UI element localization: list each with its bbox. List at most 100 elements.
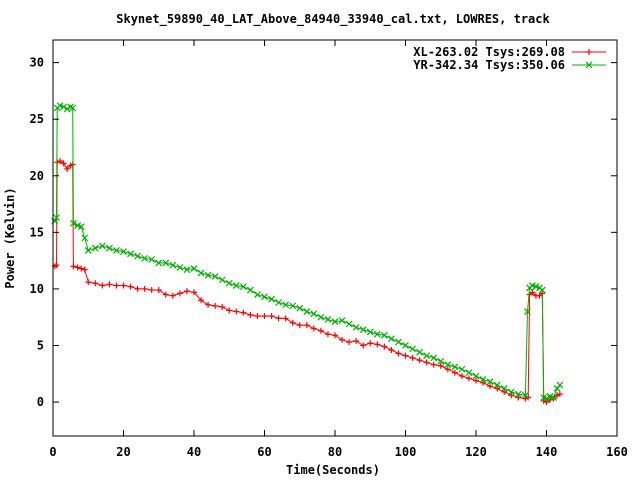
data-point	[430, 361, 437, 368]
data-point	[310, 325, 317, 332]
data-point	[141, 285, 148, 292]
x-tick-label: 80	[328, 445, 342, 459]
data-point	[317, 313, 325, 321]
data-point	[289, 319, 296, 326]
data-point	[268, 313, 275, 320]
data-point	[92, 280, 99, 287]
data-point	[127, 283, 134, 290]
chart-title: Skynet_59890_40_LAT_Above_84940_33940_ca…	[116, 12, 550, 27]
data-point	[437, 362, 444, 369]
data-point	[494, 385, 501, 392]
legend-label: XL-263.02 Tsys:269.08	[413, 45, 565, 59]
data-point	[261, 293, 268, 301]
data-point	[63, 105, 71, 113]
data-point	[197, 269, 205, 277]
data-point	[183, 288, 190, 295]
data-point	[53, 262, 60, 269]
series-1	[51, 158, 563, 406]
data-point	[218, 276, 226, 284]
data-point	[191, 289, 197, 296]
data-point	[183, 266, 191, 274]
y-axis-label: Power (Kelvin)	[3, 187, 17, 288]
data-point	[409, 345, 416, 353]
data-point	[373, 330, 381, 338]
data-point	[473, 377, 479, 384]
data-point	[91, 244, 99, 252]
data-point	[522, 395, 529, 402]
data-point	[141, 254, 149, 262]
x-tick-label: 140	[536, 445, 558, 459]
data-point	[85, 279, 92, 286]
data-point	[211, 273, 219, 280]
data-point	[176, 290, 183, 297]
data-point	[169, 261, 177, 269]
data-point	[543, 395, 550, 403]
data-point	[451, 363, 459, 371]
data-point	[155, 259, 163, 267]
data-point	[240, 309, 247, 316]
data-point	[515, 394, 522, 401]
x-tick-label: 40	[187, 445, 201, 459]
y-tick-label: 5	[37, 338, 44, 352]
data-point	[338, 317, 346, 325]
data-point	[162, 291, 169, 298]
x-tick-label: 60	[257, 445, 271, 459]
data-point	[205, 301, 212, 308]
x-tick-label: 100	[395, 445, 417, 459]
data-point	[113, 282, 120, 289]
data-point	[247, 311, 254, 318]
data-point	[74, 264, 81, 271]
y-tick-label: 25	[30, 112, 44, 126]
data-point	[84, 247, 92, 254]
x-tick-label: 160	[606, 445, 628, 459]
data-point	[254, 291, 261, 298]
data-point	[458, 373, 465, 380]
data-point	[226, 307, 233, 314]
data-point	[346, 339, 353, 346]
data-point	[538, 286, 546, 294]
data-point	[127, 250, 134, 258]
data-point	[500, 385, 508, 392]
data-point	[556, 391, 563, 398]
data-point	[212, 302, 219, 309]
data-point	[296, 304, 304, 312]
data-point	[353, 337, 360, 344]
data-point	[275, 315, 282, 322]
data-point	[388, 347, 395, 354]
data-point	[98, 242, 106, 250]
y-tick-label: 0	[37, 395, 44, 409]
data-point	[524, 308, 531, 315]
x-tick-label: 0	[49, 445, 56, 459]
series-line	[54, 105, 561, 400]
data-point	[402, 342, 409, 349]
data-point	[381, 343, 388, 350]
data-point	[486, 378, 494, 386]
x-tick-label: 20	[116, 445, 130, 459]
data-point	[387, 335, 395, 343]
y-tick-label: 30	[30, 56, 44, 70]
data-point	[219, 304, 226, 311]
legend-marker	[585, 61, 593, 69]
data-point	[190, 265, 198, 272]
data-point	[339, 336, 346, 343]
data-point	[232, 282, 240, 289]
data-point	[409, 354, 416, 361]
data-point	[303, 322, 310, 329]
data-point	[81, 266, 88, 273]
data-point	[60, 160, 67, 167]
data-point	[77, 223, 85, 231]
data-point	[69, 104, 77, 112]
data-point	[324, 331, 331, 338]
data-point	[225, 279, 233, 287]
data-point	[261, 313, 268, 320]
data-point	[416, 357, 423, 364]
y-tick-label: 10	[30, 282, 44, 296]
data-point	[169, 292, 176, 299]
plot-series	[51, 102, 564, 406]
data-point	[501, 388, 508, 395]
data-point	[289, 302, 297, 310]
data-point	[359, 326, 367, 334]
data-point	[148, 287, 155, 294]
data-point	[310, 310, 318, 318]
axis-ticks: 0 20 40 60 80 100 120 140 160 0 5 10 15 20 25 30	[30, 40, 628, 459]
